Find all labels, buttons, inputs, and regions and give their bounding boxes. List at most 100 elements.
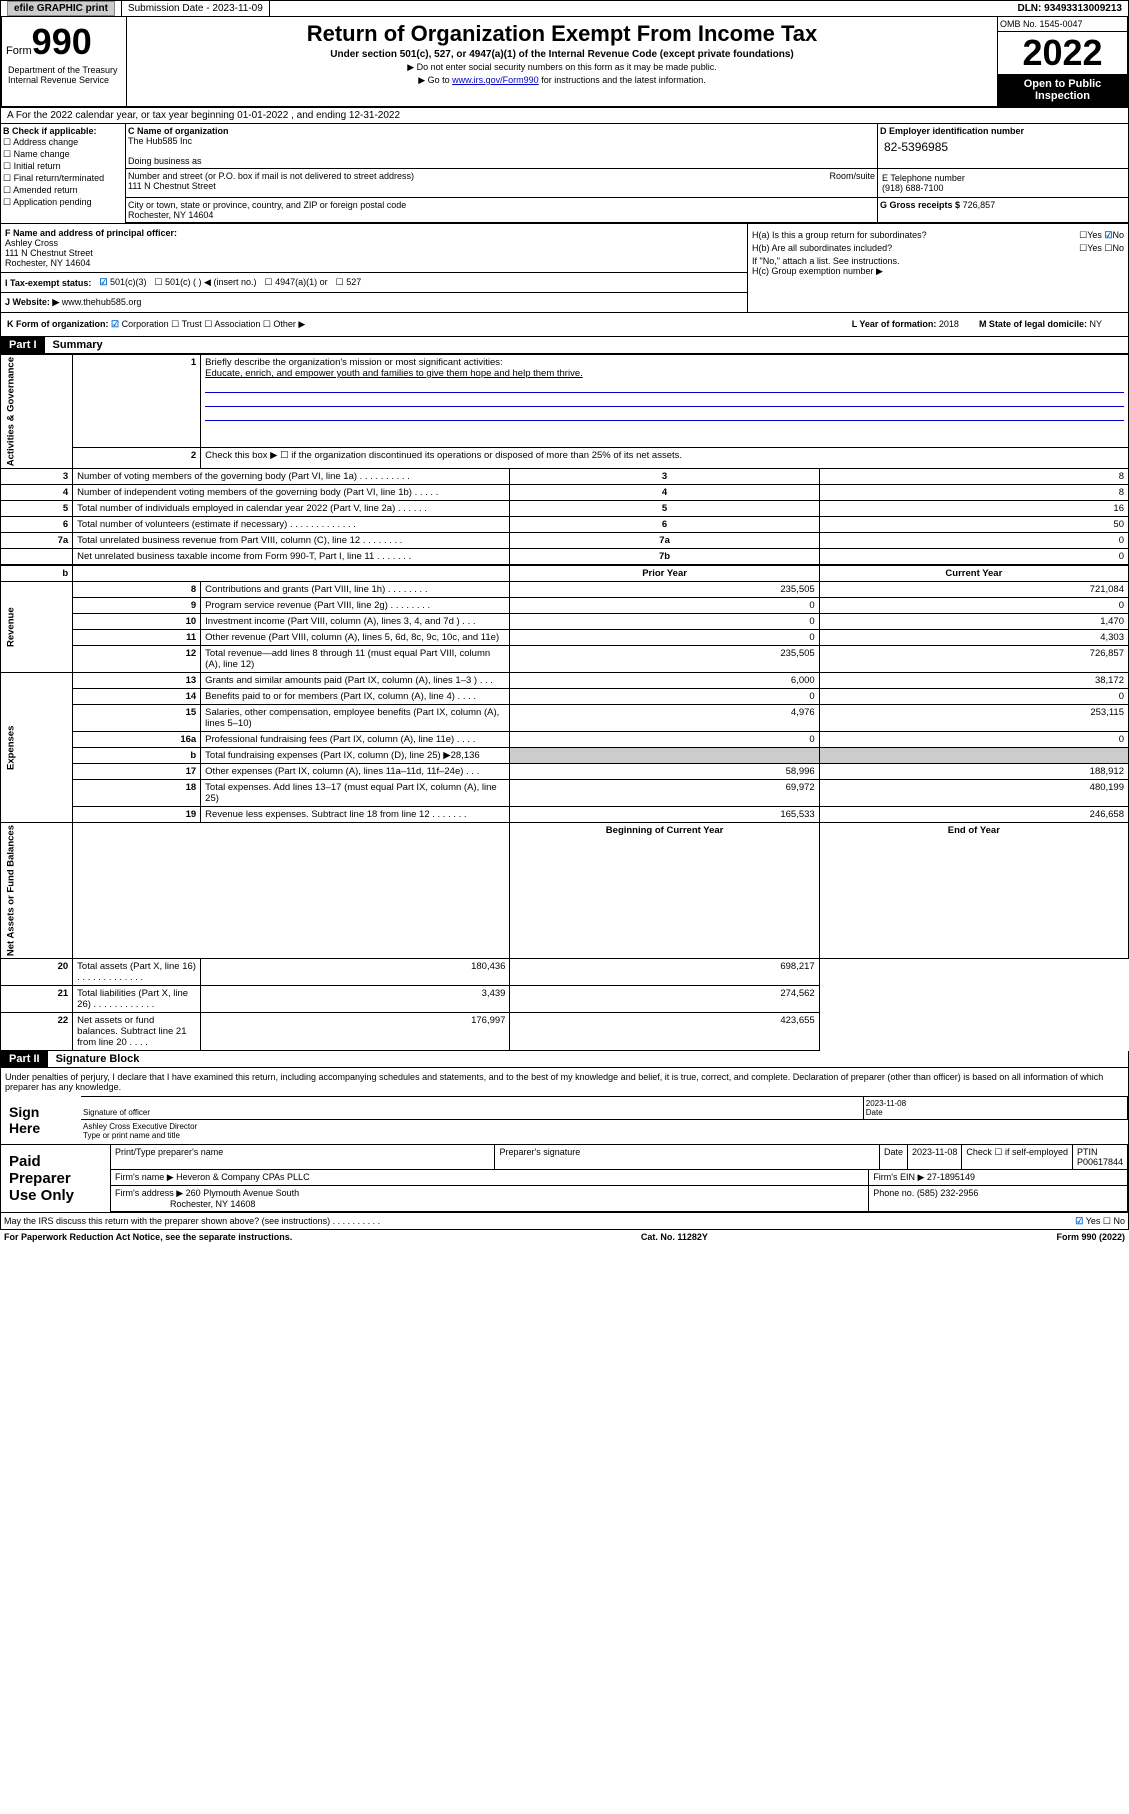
c-name-label: C Name of organization [128,126,229,136]
curr-value: 1,470 [819,614,1128,630]
k-corp[interactable]: Corporation [122,319,169,329]
k-label: K Form of organization: [7,319,109,329]
line-num: 8 [73,582,201,598]
curr-value [819,748,1128,764]
line-text: Net unrelated business taxable income fr… [73,549,510,566]
officer-city: Rochester, NY 14604 [5,258,90,268]
page-footer: For Paperwork Reduction Act Notice, see … [0,1230,1129,1244]
form-number: 990 [32,21,92,62]
ein-value: 82-5396985 [880,136,1126,158]
check-name-change[interactable]: ☐ Name change [3,149,123,160]
prior-value: 4,976 [510,705,819,732]
check-501c3[interactable]: ☑ 501(c)(3) [99,277,146,288]
line-text: Revenue less expenses. Subtract line 18 … [201,807,510,823]
website-link[interactable]: www.thehub585.org [62,297,142,307]
check-final-return[interactable]: ☐ Final return/terminated [3,173,123,184]
b-label: B Check if applicable: [3,126,97,136]
line-value: 50 [819,517,1128,533]
line-value: 16 [819,501,1128,517]
check-application-pending[interactable]: ☐ Application pending [3,197,123,208]
k-trust[interactable]: Trust [182,319,202,329]
line-num: 6 [1,517,73,533]
footer-left: For Paperwork Reduction Act Notice, see … [4,1232,292,1242]
row-a-tax-year: A For the 2022 calendar year, or tax yea… [0,108,1129,124]
check-501c[interactable]: ☐ 501(c) ( ) ◀ (insert no.) [154,277,256,288]
org-name: The Hub585 Inc [128,136,192,146]
check-4947a1[interactable]: ☐ 4947(a)(1) or [265,277,328,288]
line-text: Number of voting members of the governin… [73,469,510,485]
line-num: 21 [1,986,73,1013]
city-label: City or town, state or province, country… [128,200,406,210]
curr-year-hdr: Current Year [819,565,1128,582]
street-address: 111 N Chestnut Street [128,181,216,191]
curr-value: 0 [819,732,1128,748]
line-text: Grants and similar amounts paid (Part IX… [201,673,510,689]
curr-value: 698,217 [510,959,819,986]
line-box: 7a [510,533,819,549]
section-k-l-m: K Form of organization: ☑ Corporation ☐ … [0,313,1129,337]
submission-date: Submission Date - 2023-11-09 [122,1,270,16]
officer-addr: 111 N Chestnut Street [5,248,93,258]
prior-value: 176,997 [201,1013,510,1051]
line-num: 15 [73,705,201,732]
footer-cat: Cat. No. 11282Y [641,1232,708,1242]
line-num: 14 [73,689,201,705]
prior-value: 6,000 [510,673,819,689]
line-num: 12 [73,646,201,673]
instructions-link[interactable]: www.irs.gov/Form990 [452,75,539,85]
form-label: Form [6,45,32,57]
dept-treasury: Department of the Treasury Internal Reve… [6,63,122,87]
year-formation: 2018 [939,319,959,329]
vtab-governance: Activities & Governance [1,355,73,469]
omb-number: OMB No. 1545-0047 [998,17,1127,32]
check-527[interactable]: ☐ 527 [336,277,362,288]
line-value: 0 [819,549,1128,566]
line-text: Investment income (Part VIII, column (A)… [201,614,510,630]
curr-value: 4,303 [819,630,1128,646]
self-employed-check[interactable]: Check ☐ if self-employed [962,1145,1073,1169]
curr-value: 253,115 [819,705,1128,732]
prep-date: 2023-11-08 [912,1147,957,1157]
part2-header: Part II [1,1051,48,1067]
prior-value: 180,436 [201,959,510,986]
form-subtitle: Under section 501(c), 527, or 4947(a)(1)… [131,49,993,60]
ptin: P00617844 [1077,1157,1123,1167]
j-label: J Website: ▶ [5,297,59,307]
d-ein-label: D Employer identification number [880,126,1024,136]
gross-receipts: 726,857 [963,200,996,210]
curr-value: 0 [819,598,1128,614]
discuss-question: May the IRS discuss this return with the… [4,1216,380,1226]
check-address-change[interactable]: ☐ Address change [3,137,123,148]
vtab-expenses: Expenses [1,673,73,823]
form-header: Form990 Department of the Treasury Inter… [0,17,1129,108]
line-num: 7a [1,533,73,549]
curr-value: 726,857 [819,646,1128,673]
line-num: 17 [73,764,201,780]
prior-value: 0 [510,598,819,614]
curr-value: 188,912 [819,764,1128,780]
footer-form: Form 990 (2022) [1056,1232,1125,1242]
line-text: Total number of individuals employed in … [73,501,510,517]
line-value: 0 [819,533,1128,549]
k-other[interactable]: Other ▶ [273,319,305,329]
end-year-hdr: End of Year [819,823,1128,959]
line-box: 4 [510,485,819,501]
line-num: 4 [1,485,73,501]
efile-button[interactable]: efile GRAPHIC print [7,1,115,16]
open-public-badge: Open to Public Inspection [998,74,1127,106]
k-assoc[interactable]: Association [214,319,260,329]
curr-value: 38,172 [819,673,1128,689]
line-text: Other revenue (Part VIII, column (A), li… [201,630,510,646]
line-num: 11 [73,630,201,646]
curr-value: 480,199 [819,780,1128,807]
addr-label: Number and street (or P.O. box if mail i… [128,171,414,181]
line-text: Contributions and grants (Part VIII, lin… [201,582,510,598]
line-text: Salaries, other compensation, employee b… [201,705,510,732]
line-box: 5 [510,501,819,517]
line-text: Other expenses (Part IX, column (A), lin… [201,764,510,780]
check-amended-return[interactable]: ☐ Amended return [3,185,123,196]
line1-label: Briefly describe the organization's miss… [205,357,503,368]
phone-value: (918) 688-7100 [882,183,944,193]
check-initial-return[interactable]: ☐ Initial return [3,161,123,172]
line-text: Total liabilities (Part X, line 26) . . … [73,986,201,1013]
